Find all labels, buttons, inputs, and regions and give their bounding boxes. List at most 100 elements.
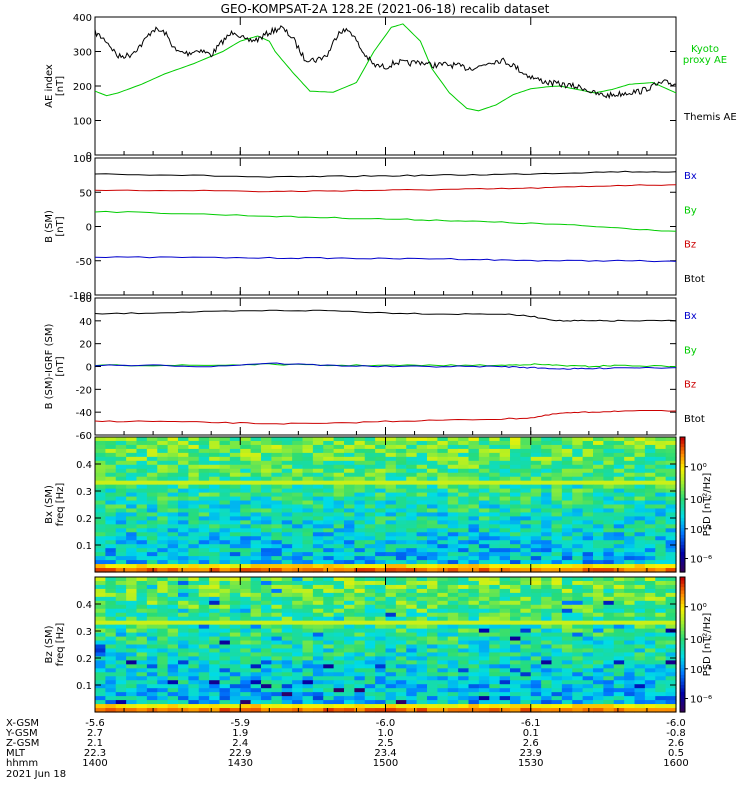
spectrogram-cell <box>323 512 335 518</box>
spectrogram-cell <box>115 540 127 545</box>
spectrogram-cell <box>146 604 158 610</box>
spectrogram-cell <box>655 516 667 521</box>
spectrogram-cell <box>572 468 584 474</box>
spectrogram-cell <box>541 596 553 602</box>
spectrogram-cell <box>416 492 428 498</box>
spectrogram-cell <box>655 688 667 693</box>
spectrogram-cell <box>115 536 127 541</box>
spectrogram-cell <box>427 480 438 486</box>
spectrogram-cell <box>344 628 355 634</box>
spectrogram-cell <box>323 544 335 549</box>
spectrogram-cell <box>198 620 210 626</box>
spectrogram-cell <box>240 568 252 573</box>
spectrogram-cell <box>323 612 335 618</box>
spectrogram-cell <box>541 568 553 573</box>
colorbar-tick-label: 10⁰ <box>690 603 707 614</box>
spectrogram-cell <box>541 528 553 533</box>
spectrogram-cell <box>261 668 272 673</box>
spectrogram-cell <box>551 460 563 466</box>
spectrogram-cell <box>198 604 210 610</box>
spectrogram-cell <box>665 504 677 510</box>
spectrogram-cell <box>385 464 397 470</box>
spectrogram-cell <box>240 560 252 565</box>
spectrogram-cell <box>188 592 200 598</box>
spectrogram-cell <box>665 668 677 673</box>
spectrogram-cell <box>209 700 221 705</box>
spectrogram-cell <box>624 680 636 685</box>
spectrogram-cell <box>240 660 252 665</box>
spectrogram-cell <box>447 680 459 685</box>
spectrogram-cell <box>458 468 470 474</box>
spectrogram-cell <box>551 700 563 705</box>
spectrogram-cell <box>655 652 667 658</box>
spectrogram-cell <box>312 528 324 533</box>
spectrogram-cell <box>302 660 314 665</box>
spectrogram-cell <box>395 588 407 594</box>
spectrogram-cell <box>406 652 418 658</box>
spectrogram-cell <box>167 596 179 602</box>
spectrogram-cell <box>157 532 169 537</box>
spectrogram-cell <box>229 456 241 462</box>
spectrogram-cell <box>312 480 324 486</box>
spectrogram-cell <box>499 592 511 598</box>
spectrogram-cell <box>312 664 324 669</box>
spectrogram-cell <box>188 508 200 514</box>
spectrogram-cell <box>572 584 584 590</box>
spectrogram-cell <box>188 437 200 442</box>
spectrogram-cell <box>416 688 428 693</box>
spectrogram-cell <box>478 656 490 661</box>
spectrogram-cell <box>333 437 345 442</box>
spectrogram-cell <box>572 484 584 490</box>
spectrogram-cell <box>364 632 376 638</box>
spectrogram-cell <box>126 648 138 654</box>
spectrogram-cell <box>261 540 272 545</box>
spectrogram-cell <box>261 520 272 525</box>
spectrogram-cell <box>333 644 345 650</box>
spectrogram-cell <box>385 476 397 482</box>
spectrogram-cell <box>157 704 169 709</box>
spectrogram-cell <box>126 652 138 658</box>
spectrogram-cell <box>644 600 656 606</box>
spectrogram-cell <box>634 640 646 646</box>
spectrogram-cell <box>126 704 138 709</box>
spectrogram-cell <box>261 440 272 446</box>
spectrogram-cell <box>281 556 293 561</box>
colorbar-tick-label: 10⁻² <box>690 495 712 506</box>
spectrogram-cell <box>240 532 252 537</box>
spectrogram-cell <box>499 580 511 586</box>
spectrogram-cell <box>395 632 407 638</box>
spectrogram-cell <box>126 696 138 701</box>
spectrogram-cell <box>541 632 553 638</box>
spectrogram-cell <box>354 496 366 502</box>
spectrogram-cell <box>551 692 563 697</box>
spectrogram-cell <box>634 688 646 693</box>
spectrogram-cell <box>105 640 117 646</box>
spectrogram-cell <box>499 704 511 709</box>
spectrogram-cell <box>261 504 272 510</box>
spectrogram-cell <box>209 504 221 510</box>
spectrogram-cell <box>603 480 615 486</box>
spectrogram-cell <box>416 584 428 590</box>
spectrogram-cell <box>375 520 387 525</box>
spectrogram-cell <box>468 456 480 462</box>
spectrogram-cell <box>385 540 397 545</box>
spectrogram-cell <box>385 644 397 650</box>
spectrogram-cell <box>572 536 584 541</box>
spectrogram-cell <box>157 700 169 705</box>
spectrogram-cell <box>333 444 345 450</box>
spectrogram-cell <box>209 440 221 446</box>
spectrogram-cell <box>644 696 656 701</box>
spectrogram-cell <box>634 544 646 549</box>
spectrogram-cell <box>312 504 324 510</box>
spectrogram-5 <box>95 577 677 713</box>
spectrogram-cell <box>593 528 604 533</box>
spectrogram-cell <box>281 552 293 557</box>
spectrogram-cell <box>541 476 553 482</box>
spectrogram-cell <box>530 684 542 689</box>
spectrogram-cell <box>240 640 252 646</box>
spectrogram-cell <box>603 444 615 450</box>
spectrogram-cell <box>281 468 293 474</box>
spectrogram-cell <box>478 700 490 705</box>
spectrogram-cell <box>354 600 366 606</box>
spectrogram-cell <box>395 664 407 669</box>
